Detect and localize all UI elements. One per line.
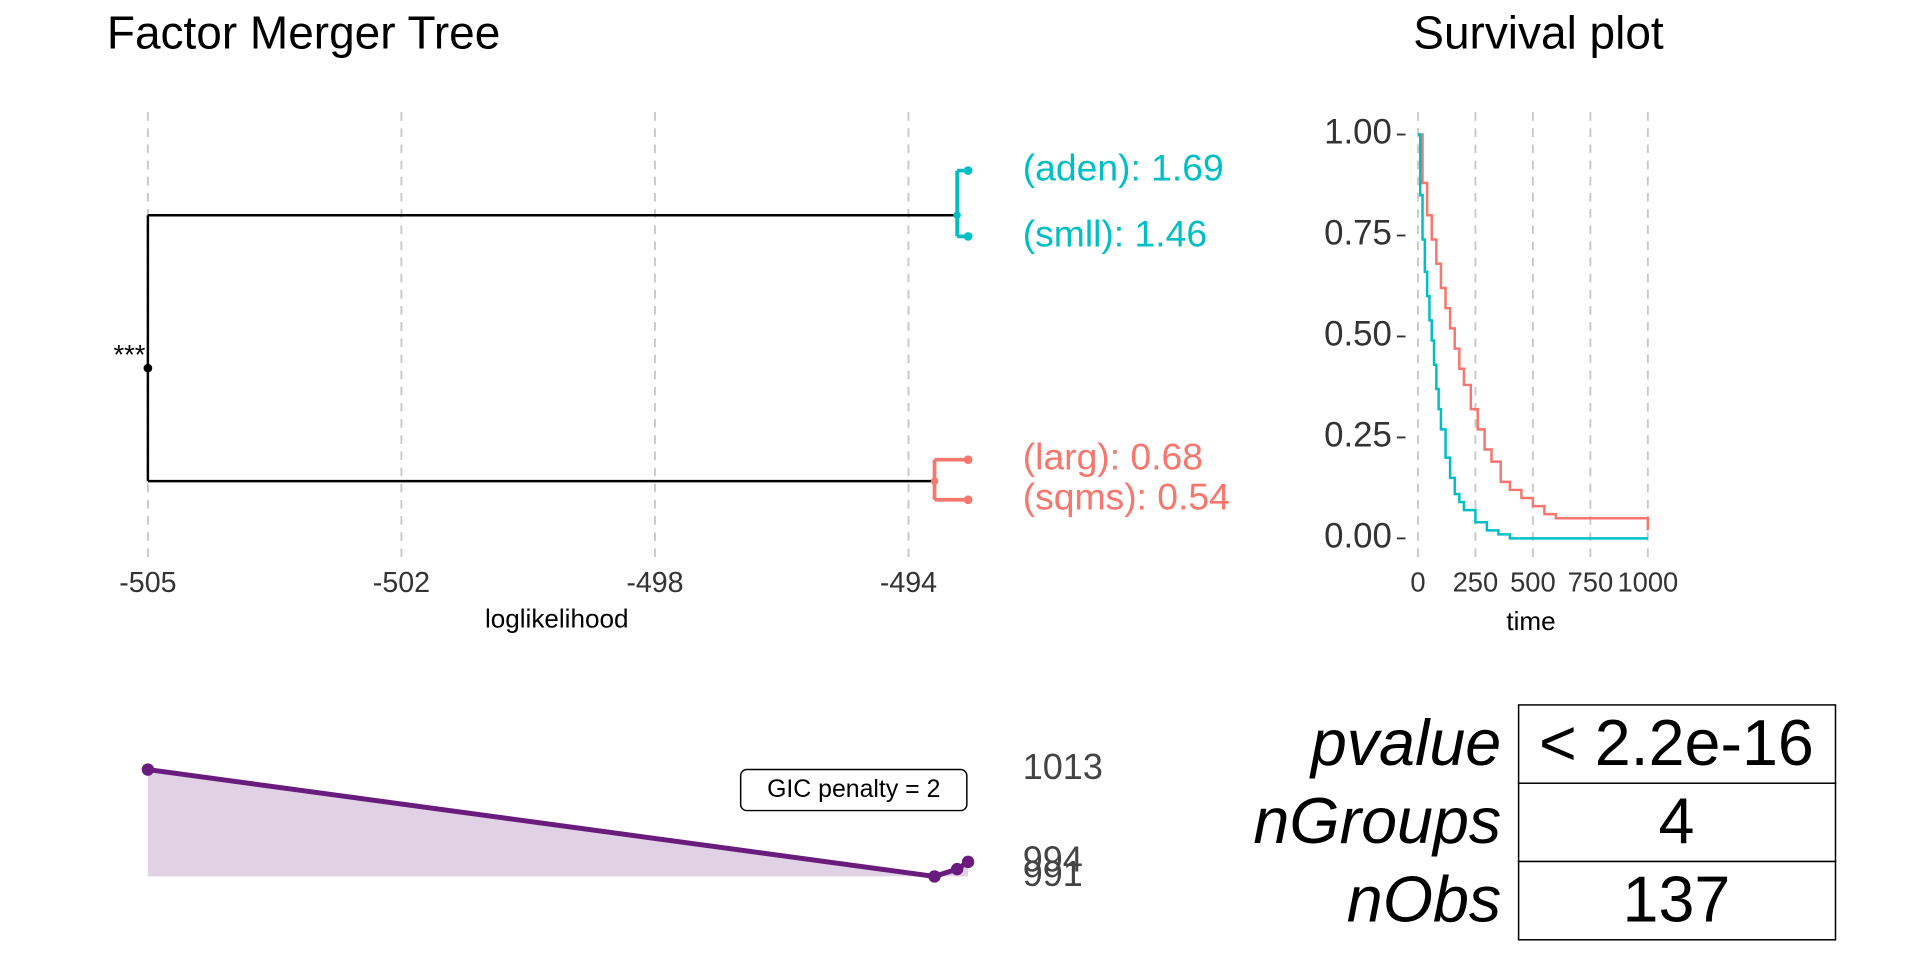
table-cell	[1517, 782, 1837, 863]
value-label: 991	[1023, 853, 1083, 894]
leaf-point	[963, 455, 973, 465]
leaf-label: (smll): 1.46	[1023, 212, 1207, 254]
row-label: pvalue	[1309, 707, 1501, 779]
table-cell	[1517, 860, 1837, 941]
leaf-label: (larg): 0.68	[1023, 436, 1203, 478]
cell-value: 137	[1623, 863, 1731, 935]
leaf-label: (sqms): 0.54	[1023, 476, 1230, 518]
x-tick-label: -494	[880, 567, 937, 599]
chart-title: Survival plot	[1413, 6, 1664, 58]
x-tick-label: -502	[373, 567, 430, 599]
annotation-box	[739, 768, 968, 812]
gic-line	[147, 767, 970, 879]
x-tick-label: 500	[1510, 567, 1556, 598]
value-label: 1013	[1023, 746, 1103, 787]
leaf-point	[963, 232, 973, 241]
chart-title: Factor Merger Tree	[107, 6, 500, 58]
x-tick-label: -498	[626, 567, 683, 599]
gic-point	[928, 870, 941, 883]
table-cell	[1517, 704, 1837, 784]
cell-value: 4	[1658, 785, 1694, 857]
root-point	[143, 363, 153, 373]
merge-point	[930, 477, 939, 485]
y-tick-label: 1.00	[1324, 114, 1392, 152]
x-axis-label: loglikelihood	[485, 603, 629, 633]
y-tick-label: 0.75	[1324, 215, 1392, 253]
survival-curve	[1417, 133, 1650, 531]
gic-point	[961, 855, 975, 869]
cell-value: < 2.2e-16	[1539, 707, 1814, 779]
leaf-label: (aden): 1.69	[1023, 146, 1224, 188]
x-tick-label: 750	[1568, 567, 1614, 598]
x-tick-label: 1000	[1617, 567, 1678, 598]
row-label: nGroups	[1253, 785, 1501, 857]
leaf-point	[963, 495, 973, 505]
gic-point	[950, 862, 964, 876]
row-label: nObs	[1347, 863, 1501, 935]
x-tick-label: -505	[119, 567, 176, 599]
merge-point	[953, 211, 961, 219]
x-axis-label: time	[1506, 606, 1555, 636]
y-tick-label: 0.00	[1324, 518, 1392, 556]
x-tick-label: 250	[1453, 567, 1499, 598]
significance-label: ***	[113, 339, 145, 370]
gic-point	[141, 763, 155, 776]
gic-area	[147, 769, 969, 877]
annotation: GIC penalty = 2	[767, 776, 940, 803]
y-tick-label: 0.25	[1324, 417, 1392, 455]
y-tick-label: 0.50	[1324, 316, 1392, 354]
leaf-point	[963, 166, 973, 175]
x-tick-label: 0	[1410, 567, 1425, 598]
value-label: 994	[1023, 838, 1083, 879]
survival-curve	[1417, 133, 1648, 540]
